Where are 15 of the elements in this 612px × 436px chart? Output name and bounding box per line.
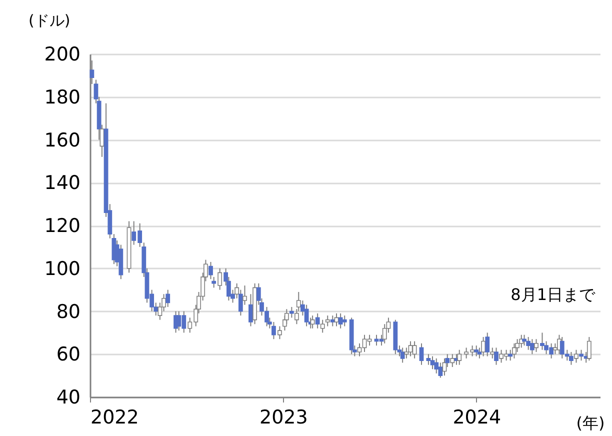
y-tick-label: 80 (56, 300, 80, 323)
x-tick-label: 2022 (90, 406, 139, 428)
y-tick-label: 100 (44, 258, 80, 280)
x-axis-title: (年) (576, 414, 605, 432)
y-tick-label: 160 (44, 129, 80, 152)
y-tick-label: 120 (44, 215, 80, 237)
annotation: 8月1日まで (510, 285, 596, 304)
y-tick-label: 200 (44, 44, 80, 66)
x-tick-label: 2024 (452, 406, 502, 428)
x-tick-label: 2023 (260, 406, 308, 428)
y-tick-label: 60 (56, 344, 80, 366)
y-tick-label: 180 (44, 86, 80, 108)
y-tick-label: 40 (56, 386, 80, 408)
y-tick-label: 140 (44, 172, 80, 194)
y-axis-title: (ドル) (28, 12, 70, 30)
